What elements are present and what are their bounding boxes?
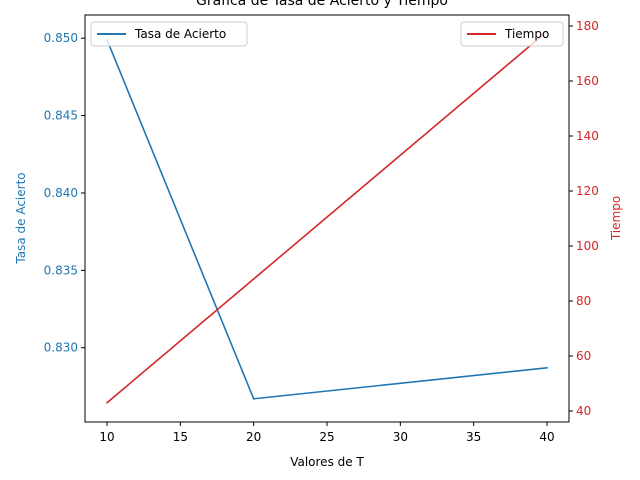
legend-left-box — [90, 21, 248, 47]
right-tick-label: 40 — [576, 404, 591, 418]
series-point — [252, 397, 255, 400]
right-tick-label: 120 — [576, 184, 599, 198]
left-axis-ticks: 0.830 0.835 0.840 0.845 0.850 — [44, 31, 85, 355]
legend-left: Tasa de Acierto — [90, 21, 248, 47]
x-tick-label: 40 — [539, 430, 554, 444]
left-tick-label: 0.835 — [44, 263, 78, 277]
series-point — [252, 278, 255, 280]
right-tick-label: 100 — [576, 239, 599, 253]
right-axis-label: Tiempo — [609, 196, 623, 241]
right-tick-label: 80 — [576, 294, 591, 308]
right-tick-label: 140 — [576, 129, 599, 143]
legend-right-label: Tiempo — [504, 27, 549, 41]
x-axis-label: Valores de T — [290, 455, 364, 469]
left-axis-label: Tasa de Acierto — [14, 172, 28, 264]
left-tick-label: 0.840 — [44, 186, 78, 200]
x-tick-label: 20 — [246, 430, 261, 444]
left-tick-label: 0.850 — [44, 31, 78, 45]
right-axis-ticks: 40 60 80 100 120 140 160 180 — [569, 19, 599, 418]
series-point — [546, 367, 548, 369]
legend-right-box — [460, 21, 564, 47]
chart-title: Gráfica de Tasa de Acierto y Tiempo — [196, 0, 448, 9]
x-tick-label: 15 — [173, 430, 188, 444]
x-axis-ticks: 10 15 20 25 30 35 40 — [99, 422, 555, 444]
left-tick-label: 0.845 — [44, 109, 78, 123]
legend-right: Tiempo — [460, 21, 564, 47]
legend-left-label: Tasa de Acierto — [134, 27, 226, 41]
series-point — [106, 401, 108, 404]
plot-frame — [84, 14, 570, 423]
left-tick-label: 0.830 — [44, 341, 78, 355]
x-tick-label: 35 — [466, 430, 481, 444]
x-tick-label: 25 — [319, 430, 334, 444]
x-tick-label: 30 — [393, 430, 408, 444]
x-tick-label: 10 — [99, 430, 114, 444]
right-tick-label: 180 — [576, 19, 599, 33]
right-tick-label: 60 — [576, 349, 591, 363]
right-tick-label: 160 — [576, 74, 599, 88]
